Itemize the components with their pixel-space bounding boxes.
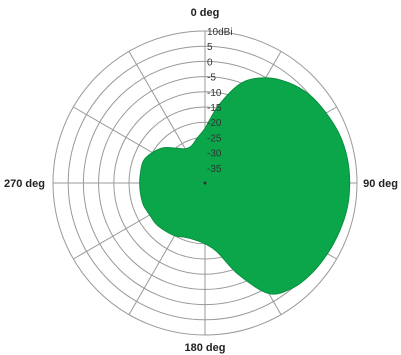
pattern-point xyxy=(149,214,151,216)
pattern-point xyxy=(268,293,270,295)
labels-layer: 10dBi 5 0 -5 -10 -15 -20 -25 -30 -35 0 deg 90 deg 18… xyxy=(4,7,398,354)
radial-tick-label: -20 xyxy=(207,118,222,129)
pattern-point xyxy=(216,251,218,253)
pattern-point xyxy=(325,112,327,114)
pattern-point xyxy=(164,230,166,232)
pattern-point xyxy=(346,157,348,159)
radial-tick-label: -35 xyxy=(207,164,222,175)
pattern-point xyxy=(292,287,294,289)
radial-tick-label: 10dBi xyxy=(207,27,233,38)
pattern-point xyxy=(174,235,176,237)
pattern-point xyxy=(139,182,141,184)
pattern-point xyxy=(184,148,186,150)
pattern-point xyxy=(311,272,313,274)
pattern-point xyxy=(349,182,351,184)
pattern-point xyxy=(265,77,267,79)
angle-label-270: 270 deg xyxy=(4,178,45,190)
pattern-point xyxy=(140,194,142,196)
radial-tick-label: -5 xyxy=(207,73,216,84)
pattern-point xyxy=(338,133,340,135)
pattern-point xyxy=(309,94,311,96)
pattern-point xyxy=(184,236,186,238)
pattern-point xyxy=(140,171,142,173)
pattern-point xyxy=(155,223,157,225)
angle-label-0: 0 deg xyxy=(191,7,220,19)
radial-tick-label: -10 xyxy=(207,88,222,99)
pattern-point xyxy=(241,82,243,84)
pattern-point xyxy=(196,137,198,139)
pattern-point xyxy=(194,239,196,241)
pattern-point xyxy=(143,205,145,207)
angle-label-180: 180 deg xyxy=(185,342,226,354)
radial-tick-label: -25 xyxy=(207,133,222,144)
pattern-point xyxy=(204,127,206,129)
pattern-point xyxy=(152,152,154,154)
pattern-point xyxy=(346,207,348,209)
angle-label-90: 90 deg xyxy=(363,178,398,190)
pattern-point xyxy=(175,147,177,149)
pattern-point xyxy=(237,274,239,276)
radial-tick-label: -30 xyxy=(207,149,222,160)
pattern-point xyxy=(204,243,206,245)
pattern-point xyxy=(338,231,340,233)
pattern-point xyxy=(143,160,145,162)
pattern-point xyxy=(288,82,290,84)
pattern-point xyxy=(191,145,193,147)
pattern-point xyxy=(327,253,329,255)
radial-tick-label: -15 xyxy=(207,103,222,114)
radial-tick-label: 0 xyxy=(207,57,213,68)
center-dot xyxy=(203,181,207,185)
pattern-layer xyxy=(139,77,351,295)
pattern-point xyxy=(162,147,164,149)
radiation-pattern xyxy=(139,77,351,295)
radial-tick-label: 5 xyxy=(207,42,213,53)
